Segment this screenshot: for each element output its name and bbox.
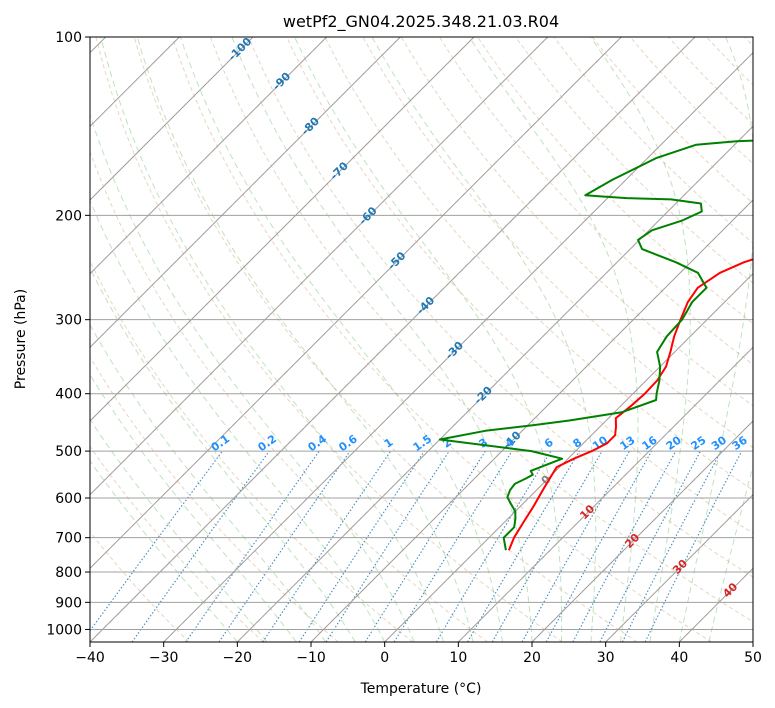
dry-adiabat (438, 37, 753, 366)
x-tick-label: 20 (523, 650, 541, 666)
skewed-temperature-gridline (457, 346, 753, 642)
x-tick-label: 0 (380, 650, 389, 666)
mixing-ratio-line (325, 450, 450, 642)
skewed-temperature-gridline (236, 125, 753, 642)
moist-adiabat (708, 464, 753, 642)
dry-adiabat (400, 37, 753, 407)
skewed-temperature-gridline (90, 37, 328, 275)
dry-adiabat (90, 531, 190, 642)
skewed-temperature-gridline (310, 199, 753, 642)
x-tick-label: −40 (75, 650, 105, 666)
dry-adiabat (477, 37, 753, 325)
y-tick-label: 500 (55, 444, 82, 460)
dry-adiabat (210, 37, 753, 623)
y-axis-ticks: 100 200 300 400 500 600 700 800 900 1000 (46, 30, 90, 638)
mixing-ratio-line (185, 450, 320, 642)
x-tick-label: −10 (296, 650, 326, 666)
mixing-ratio-line (218, 450, 351, 642)
x-tick-label: −30 (149, 650, 179, 666)
mixing-ratio-line (599, 450, 701, 642)
mixing-ratio-line (572, 450, 677, 642)
grid-lines (90, 37, 753, 642)
skewed-temperature-gridline (384, 272, 753, 642)
y-tick-label: 1000 (46, 622, 82, 638)
mixing-ratio-line (90, 450, 223, 632)
temperature-profile (507, 258, 753, 551)
plot-frame (89, 36, 754, 643)
skewed-temperature-gridline (531, 420, 753, 642)
dry-adiabat (90, 259, 414, 642)
moist-adiabat (90, 418, 268, 642)
mixing-ratio-line (298, 450, 425, 642)
x-tick-label: 30 (597, 650, 615, 666)
dry-adiabat (133, 37, 638, 642)
moist-adiabat (100, 37, 445, 642)
skewed-temperature-gridline (90, 37, 549, 496)
mixing-ratio-line (621, 450, 722, 642)
moist-adiabat (590, 37, 691, 642)
moist-adiabat (90, 199, 386, 642)
mixing-ratio-line (521, 450, 630, 642)
mixing-ratio-line (644, 450, 743, 642)
moist-adiabat (90, 267, 356, 642)
dry-adiabat (324, 37, 753, 491)
chart-title: wetPf2_GN04.2025.348.21.03.R04 (283, 12, 559, 32)
sounding-profiles (438, 139, 753, 551)
moist-adiabat (294, 37, 563, 642)
y-tick-label: 700 (55, 531, 82, 547)
moist-adiabat (371, 37, 597, 642)
moist-adiabat (90, 373, 297, 642)
skewed-temperature-gridline (90, 37, 622, 570)
y-tick-label: 900 (55, 595, 82, 611)
y-tick-label: 200 (55, 208, 82, 224)
moist-adiabat (678, 37, 753, 642)
y-axis-label: Pressure (hPa) (13, 289, 29, 389)
skewed-temperature-gridline (605, 493, 753, 642)
moist-adiabat (231, 37, 533, 642)
dry-adiabat (362, 37, 753, 449)
y-tick-label: 300 (55, 313, 82, 329)
moist-adiabat (90, 460, 238, 642)
dry-adiabat (90, 150, 488, 642)
x-tick-label: −20 (223, 650, 253, 666)
mixing-ratio-line (393, 450, 513, 642)
x-axis-label: Temperature (°C) (360, 681, 482, 697)
moist-adiabat (179, 37, 503, 642)
mixing-ratio-line (545, 450, 653, 642)
dry-adiabat (515, 37, 753, 284)
dry-adiabat (286, 37, 753, 534)
x-tick-label: 50 (744, 650, 762, 666)
x-axis-ticks: −40 −30 −20 −10 0 10 20 30 40 50 (75, 642, 762, 666)
y-tick-label: 800 (55, 565, 82, 581)
mixing-ratio-line (262, 450, 392, 642)
dry-adiabat (90, 445, 264, 642)
y-tick-label: 600 (55, 491, 82, 507)
skewed-temperature-gridline (90, 37, 475, 422)
moist-adiabat (90, 113, 415, 642)
mixing-ratio-line (131, 450, 270, 642)
skewed-temperature-gridline (163, 51, 753, 642)
dry-adiabat (248, 37, 753, 578)
moist-adiabat (136, 37, 474, 642)
skewed-temperature-gridline (90, 37, 401, 349)
dry-adiabat (95, 37, 563, 642)
mixing-ratio-line (435, 450, 552, 642)
skewed-temperature-gridline (90, 37, 696, 642)
moist-adiabat (90, 323, 327, 642)
y-tick-label: 100 (55, 30, 82, 46)
y-tick-label: 400 (55, 387, 82, 403)
mixing-ratio-line (364, 450, 486, 642)
dewpoint-profile (438, 139, 753, 551)
moist-adiabat (468, 37, 639, 642)
skewed-temperature-gridline (90, 37, 254, 201)
x-tick-label: 10 (449, 650, 467, 666)
x-tick-label: 40 (670, 650, 688, 666)
